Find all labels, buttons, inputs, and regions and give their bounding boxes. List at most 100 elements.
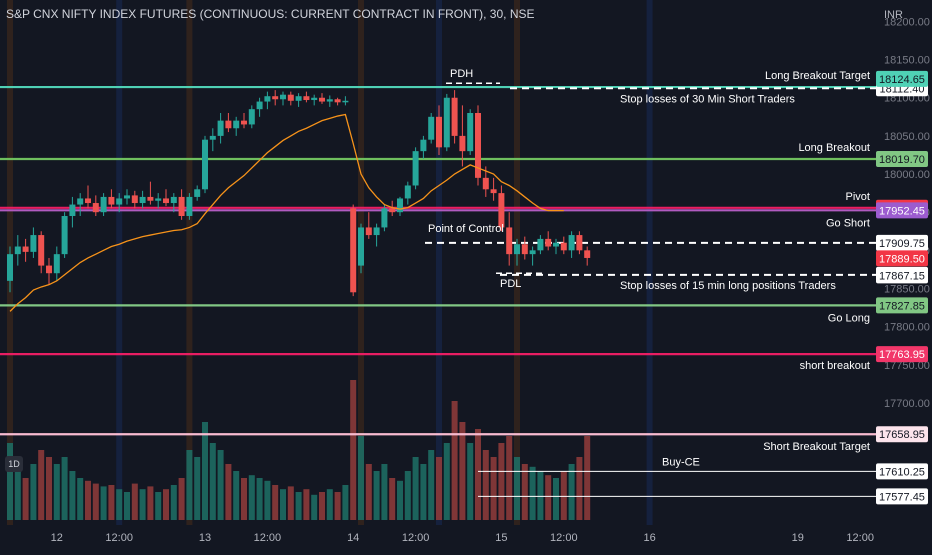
candle-body <box>202 139 208 190</box>
chart-title: S&P CNX NIFTY INDEX FUTURES (CONTINUOUS:… <box>6 7 535 21</box>
price-tag-bg <box>876 488 928 505</box>
candle-body <box>22 246 29 252</box>
volume-bar <box>545 475 552 520</box>
volume-bar <box>108 485 115 520</box>
volume-bar <box>116 489 123 520</box>
price-tag: 17909.75 <box>879 238 925 250</box>
candle-body <box>326 99 333 102</box>
volume-bar <box>311 494 318 520</box>
price-tag: 17889.50 <box>879 253 925 265</box>
candle-body <box>108 196 115 205</box>
candle-body <box>46 265 52 274</box>
session-marker <box>186 0 193 525</box>
y-tick-label: 17700.00 <box>884 398 930 410</box>
price-tag: 18019.70 <box>879 154 925 166</box>
candle-body <box>506 227 513 255</box>
candle-body <box>209 135 216 140</box>
candle-body <box>319 97 325 102</box>
volume-bar <box>155 492 162 520</box>
volume-bar <box>241 478 247 520</box>
time-axis <box>0 525 878 550</box>
candle-body <box>272 96 279 100</box>
x-tick-label: 12:00 <box>550 532 578 544</box>
price-tag-bg <box>876 267 928 284</box>
candle-body <box>451 97 458 136</box>
level-label: Point of Control <box>428 223 504 235</box>
candle-body <box>163 198 169 204</box>
candle-body <box>131 195 138 204</box>
candle-body <box>61 216 68 255</box>
candle-body <box>7 254 13 281</box>
candle-body <box>124 195 130 199</box>
volume-bar <box>147 486 154 520</box>
candle-body <box>389 208 396 213</box>
volume-bar <box>482 450 489 520</box>
volume-bar <box>428 450 435 520</box>
volume-bar <box>69 471 76 520</box>
x-tick-label: 12:00 <box>846 532 874 544</box>
volume-bar <box>178 478 185 520</box>
volume-bar <box>14 471 21 520</box>
timeframe-badge[interactable]: 1D <box>5 456 23 472</box>
candle-body <box>69 204 76 216</box>
volume-bar <box>202 422 208 520</box>
price-tag-bg <box>876 346 928 363</box>
session-marker <box>116 0 123 525</box>
candle-body <box>514 244 520 255</box>
volume-bar <box>248 475 255 520</box>
candle-body <box>576 235 583 251</box>
price-tag-bg <box>876 151 928 168</box>
candle-body <box>287 94 294 101</box>
volume-bar <box>490 457 497 520</box>
candle-body <box>85 198 91 204</box>
volume-bar <box>53 464 60 520</box>
candle-body <box>92 203 99 213</box>
candle-body <box>295 96 302 101</box>
level-label: Go Long <box>828 312 870 324</box>
volume-bar <box>194 457 201 520</box>
y-tick-label: 17850.00 <box>884 283 930 295</box>
volume-bar <box>295 492 302 520</box>
volume-bar <box>38 450 45 520</box>
price-tag: 17658.95 <box>879 429 925 441</box>
volume-bar <box>225 464 232 520</box>
volume-bar <box>233 471 240 520</box>
candle-body <box>545 238 552 247</box>
x-tick-label: 12:00 <box>254 532 282 544</box>
volume-bar <box>475 429 481 520</box>
candle-body <box>568 235 575 251</box>
candle-body <box>38 235 45 266</box>
volume-bar <box>319 492 325 520</box>
ema-line <box>9 113 564 312</box>
candle-body <box>350 208 357 293</box>
level-label: Short Breakout Target <box>763 441 870 453</box>
volume-bar <box>576 457 583 520</box>
volume-bar <box>459 422 466 520</box>
candle-body <box>443 97 450 148</box>
candle-body <box>498 193 505 228</box>
candle-body <box>373 227 380 236</box>
level-label: Stop losses of 30 Min Short Traders <box>620 93 795 105</box>
price-tag: 17827.85 <box>879 300 925 312</box>
volume-bar <box>467 443 474 520</box>
price-tag-bg <box>876 297 928 314</box>
volume-bar <box>584 436 591 520</box>
volume-bar <box>506 436 513 520</box>
volume-bar <box>334 492 341 520</box>
candle-body <box>529 250 536 255</box>
volume-bar <box>537 471 544 520</box>
short-line-label: PDH <box>450 68 473 80</box>
candle-body <box>475 113 481 178</box>
volume-bar <box>560 471 567 520</box>
candle-body <box>100 196 107 213</box>
candle-body <box>521 244 528 255</box>
volume-bar <box>264 480 271 520</box>
candle-body <box>256 101 263 110</box>
volume-bar <box>436 457 442 520</box>
candle-body <box>358 227 364 266</box>
volume-bar <box>7 443 13 520</box>
candle-body <box>264 96 271 102</box>
candle-body <box>490 189 497 194</box>
